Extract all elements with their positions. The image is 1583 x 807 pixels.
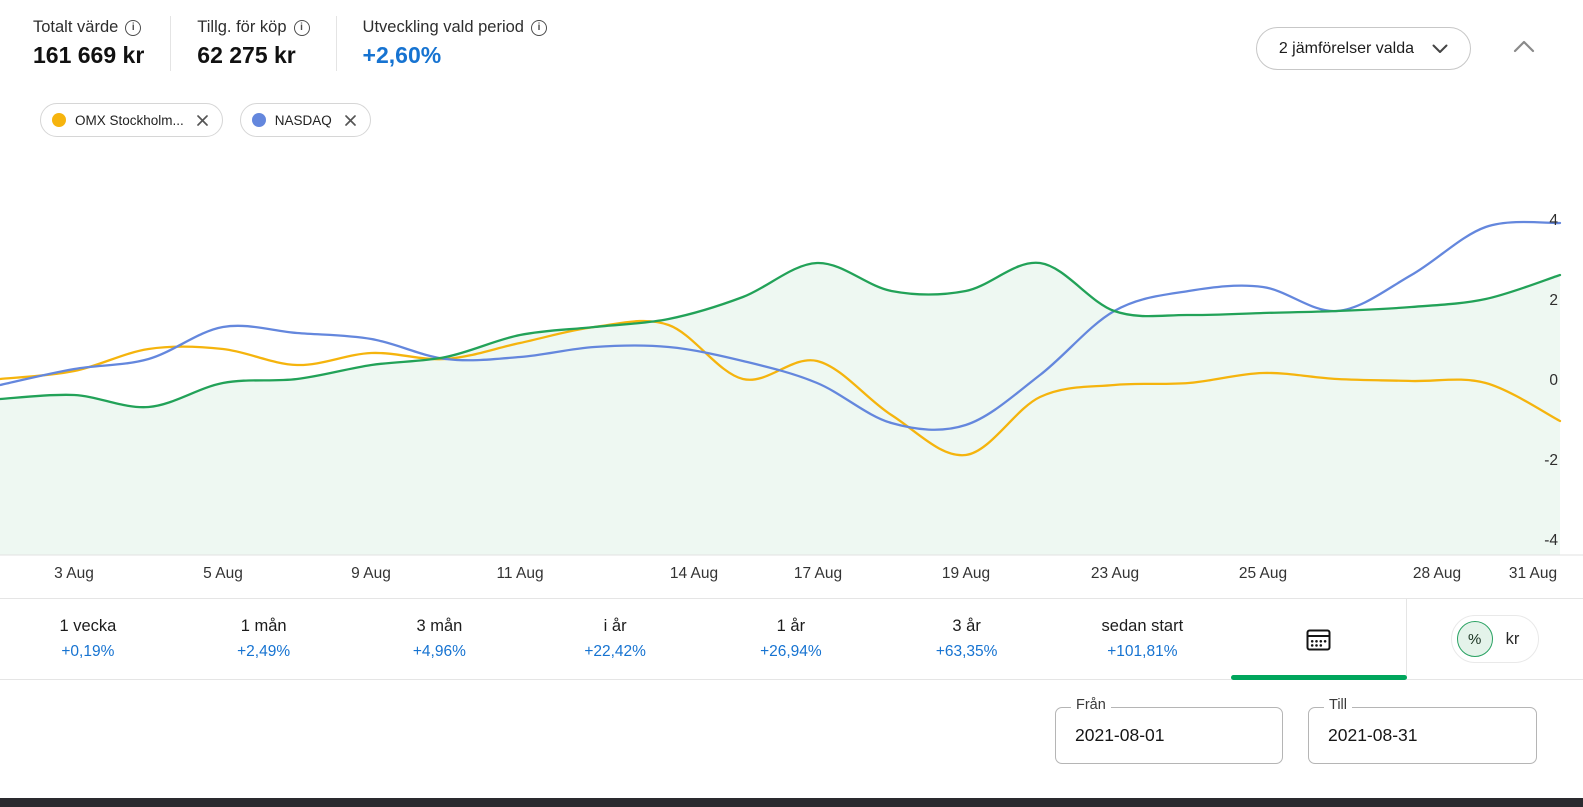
period-tab-3-man[interactable]: 3 mån +4,96%: [352, 599, 528, 679]
period-tab-i-ar[interactable]: i år +22,42%: [527, 599, 703, 679]
x-tick-label: 28 Aug: [1413, 565, 1461, 582]
stat-label-text: Tillg. för köp: [197, 18, 287, 36]
tab-percentage: +101,81%: [1107, 643, 1178, 660]
comparison-chips: OMX Stockholm... NASDAQ: [40, 103, 371, 137]
stat-value: +2,60%: [362, 42, 442, 68]
tab-percentage: +22,42%: [584, 643, 646, 660]
series-line-omx-stockholm: [0, 319, 1562, 457]
comparisons-dropdown[interactable]: 2 jämförelser valda: [1255, 27, 1471, 70]
y-tick-label: -4: [1544, 532, 1558, 549]
close-icon[interactable]: [193, 114, 209, 127]
tab-label: 3 mån: [416, 617, 463, 635]
collapse-chart-button[interactable]: [1509, 36, 1539, 60]
active-tab-underline: [1231, 675, 1407, 680]
tab-label: 1 år: [776, 617, 806, 635]
tab-label: 1 vecka: [59, 617, 117, 635]
chevron-up-icon: [1513, 40, 1535, 53]
chart-area[interactable]: 4 2 0 -2 -4 3 Aug 5 Aug 9 Aug 11 Aug 14 Aug 17 Aug…: [0, 150, 1583, 595]
y-tick-label: 4: [1549, 212, 1558, 229]
comparison-chip-omx-stockholm[interactable]: OMX Stockholm...: [40, 103, 223, 137]
percent-toggle-button[interactable]: %: [1456, 621, 1493, 657]
comparison-chip-nasdaq[interactable]: NASDAQ: [239, 103, 371, 137]
tab-label: 3 år: [952, 617, 981, 635]
y-tick-label: 2: [1549, 292, 1558, 309]
calendar-icon: [1306, 629, 1331, 650]
tab-label: i år: [603, 617, 627, 635]
x-tick-label: 17 Aug: [794, 565, 842, 582]
chip-label: NASDAQ: [274, 112, 332, 128]
close-icon[interactable]: [341, 114, 357, 127]
tab-label: 1 mån: [240, 617, 287, 635]
tab-label: sedan start: [1101, 617, 1184, 635]
performance-chart[interactable]: 4 2 0 -2 -4 3 Aug 5 Aug 9 Aug 11 Aug 14 Aug 17 Aug…: [0, 150, 1583, 595]
series-color-dot: [251, 113, 266, 127]
period-tab-3-ar[interactable]: 3 år +63,35%: [879, 599, 1055, 679]
series-line-nasdaq: [0, 220, 1562, 431]
date-till-label: Till: [1324, 697, 1352, 713]
tab-percentage: +63,35%: [935, 643, 998, 660]
x-tick-label: 23 Aug: [1091, 565, 1139, 582]
x-tick-label: 9 Aug: [351, 565, 391, 582]
tab-percentage: +26,94%: [760, 643, 822, 660]
date-from-input[interactable]: [1055, 707, 1283, 764]
chevron-down-icon: [1432, 44, 1448, 54]
series-line-portfolio: [0, 261, 1562, 409]
stat-label: Totalt värde i: [33, 18, 144, 37]
portfolio-area-fill: [0, 262, 1560, 555]
x-tick-label: 19 Aug: [942, 565, 990, 582]
x-tick-label: 11 Aug: [496, 565, 543, 582]
x-tick-label: 5 Aug: [203, 565, 243, 582]
x-tick-label: 25 Aug: [1239, 565, 1287, 582]
period-tab-1-ar[interactable]: 1 år +26,94%: [703, 599, 879, 679]
date-till-field: Till: [1308, 697, 1537, 764]
y-tick-label: 0: [1549, 372, 1558, 389]
unit-toggle-pill: % kr: [1450, 615, 1540, 663]
tab-percentage: +2,49%: [237, 643, 291, 660]
info-icon[interactable]: i: [125, 19, 142, 36]
header-stats: Totalt värde i 161 669 kr Tillg. för köp i 62…: [33, 16, 573, 71]
chip-label: OMX Stockholm...: [75, 112, 184, 128]
kr-toggle-button[interactable]: kr: [1505, 629, 1520, 648]
period-tab-bar: 1 vecka +0,19% 1 mån +2,49% 3 mån +4,96% i år +…: [0, 598, 1583, 680]
period-tabs: 1 vecka +0,19% 1 mån +2,49% 3 mån +4,96% i år +…: [0, 599, 1407, 680]
stat-tillg-för-köp: Tillg. för köp i 62 275 kr: [170, 16, 335, 71]
stat-value: 62 275 kr: [197, 42, 296, 68]
period-tab-sedan-start[interactable]: sedan start +101,81%: [1055, 599, 1231, 679]
series-color-dot: [52, 113, 66, 127]
stat-utveckling-vald-period: Utveckling vald period i +2,60%: [335, 16, 573, 71]
calendar-tab[interactable]: [1230, 599, 1406, 679]
stat-label-text: Utveckling vald period: [362, 18, 524, 36]
date-from-field: Från: [1055, 697, 1283, 764]
unit-toggle: % kr: [1407, 599, 1583, 679]
stat-label-text: Totalt värde: [33, 18, 119, 36]
date-from-label: Från: [1071, 697, 1111, 713]
period-tab-1-man[interactable]: 1 mån +2,49%: [176, 599, 352, 679]
stat-label: Tillg. för köp i: [197, 18, 310, 37]
stat-totalt-värde: Totalt värde i 161 669 kr: [33, 16, 170, 71]
x-tick-label: 3 Aug: [54, 565, 94, 582]
x-tick-label: 31 Aug: [1509, 565, 1557, 582]
bottom-bar: [0, 798, 1583, 807]
y-tick-label: -2: [1544, 452, 1558, 469]
info-icon[interactable]: i: [293, 19, 310, 36]
tab-percentage: +4,96%: [412, 643, 466, 660]
comparisons-dropdown-label: 2 jämförelser valda: [1278, 39, 1414, 57]
tab-percentage: +0,19%: [61, 643, 115, 660]
stat-value: 161 669 kr: [33, 42, 145, 68]
x-tick-label: 14 Aug: [670, 565, 718, 582]
info-icon[interactable]: i: [530, 19, 547, 36]
date-till-input[interactable]: [1308, 707, 1537, 764]
stat-label: Utveckling vald period i: [363, 18, 547, 37]
period-tab-1-vecka[interactable]: 1 vecka +0,19%: [0, 599, 176, 679]
